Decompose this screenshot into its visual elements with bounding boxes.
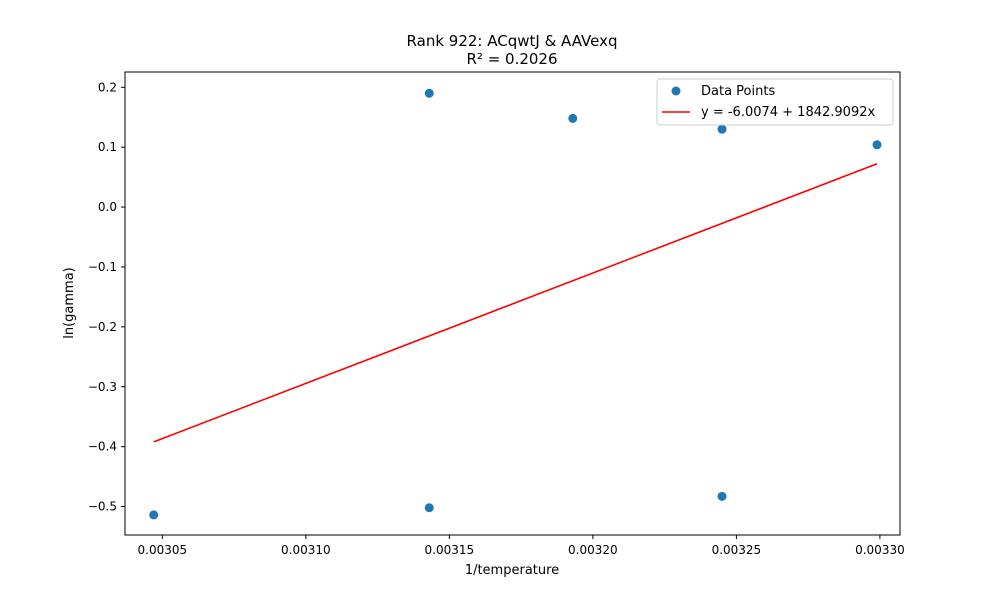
y-tick-label: 0.2	[98, 80, 117, 94]
legend-marker-data-points	[671, 86, 681, 96]
legend-label-data-points: Data Points	[701, 84, 775, 99]
y-tick-label: −0.1	[88, 260, 117, 274]
x-tick-label: 0.00330	[855, 543, 905, 557]
x-tick-label: 0.00310	[281, 543, 331, 557]
y-tick-label: −0.5	[88, 500, 117, 514]
chart-subtitle: R² = 0.2026	[466, 50, 557, 68]
chart-title: Rank 922: ACqwtJ & AAVexq	[407, 32, 618, 50]
legend: Data Points y = -6.0074 + 1842.9092x	[656, 78, 894, 126]
regression-line	[153, 162, 878, 443]
data-point	[872, 140, 882, 150]
x-axis-label: 1/temperature	[465, 563, 559, 578]
x-tick-label: 0.00325	[712, 543, 762, 557]
y-tick-label: −0.2	[88, 320, 117, 334]
legend-box	[656, 78, 894, 126]
legend-label-fit-line: y = -6.0074 + 1842.9092x	[701, 105, 875, 120]
data-point	[424, 88, 434, 98]
data-point	[717, 124, 727, 134]
data-point	[149, 510, 159, 520]
axes: 0.00305 0.00310 0.00315 0.00320 0.00325 0.003…	[88, 80, 905, 557]
y-axis-label: ln(gamma)	[62, 267, 77, 339]
axes-frame	[124, 71, 901, 536]
y-tick-label: −0.3	[88, 380, 117, 394]
plot-area	[149, 88, 882, 520]
y-tick-label: −0.4	[88, 440, 117, 454]
x-tick-label: 0.00305	[138, 543, 188, 557]
x-tick-label: 0.00320	[568, 543, 618, 557]
x-tick-label: 0.00315	[425, 543, 475, 557]
data-point	[717, 491, 727, 501]
data-point	[568, 113, 578, 123]
y-tick-label: 0.1	[98, 140, 117, 154]
y-tick-label: 0.0	[98, 200, 117, 214]
data-point	[424, 503, 434, 513]
